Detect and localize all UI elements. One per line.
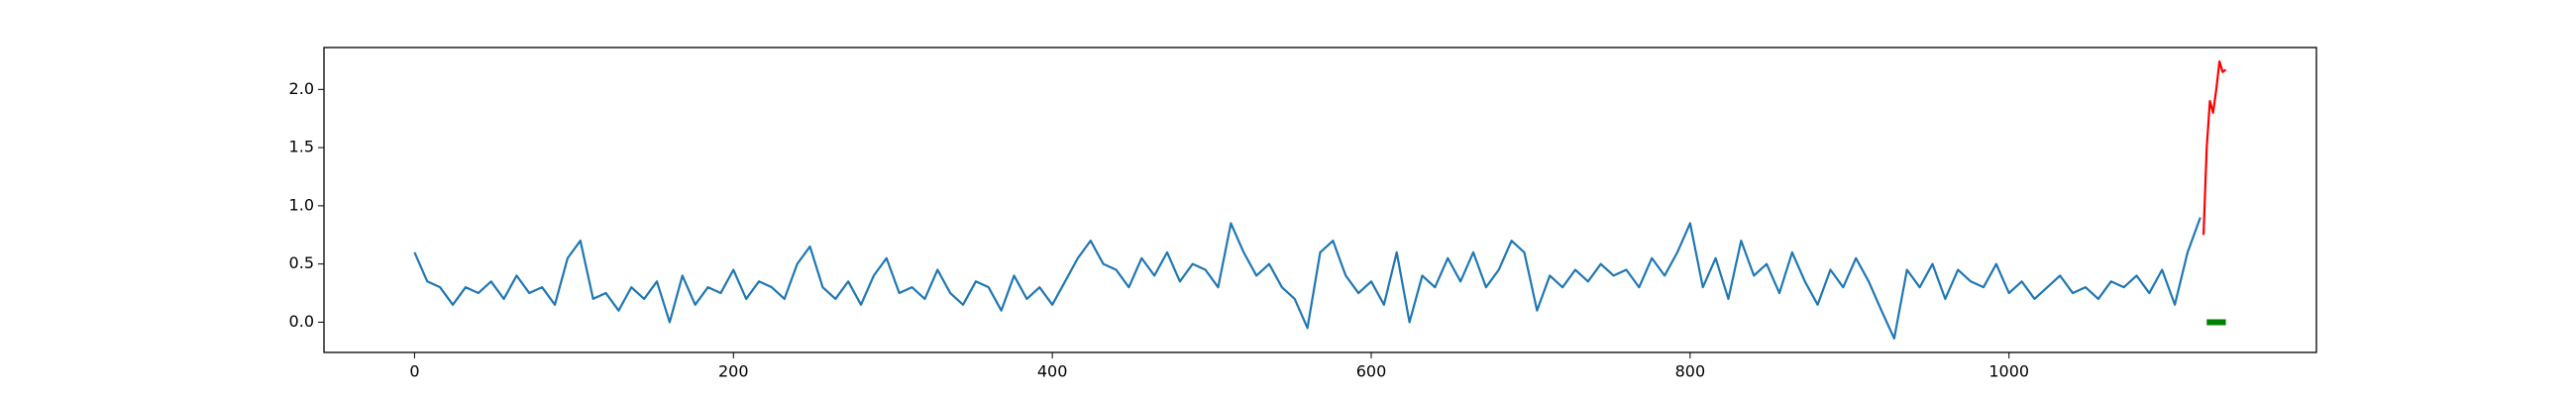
x-tick-label: 800 (1675, 362, 1706, 381)
y-tick-label: 1.0 (289, 195, 314, 214)
x-tick-label: 0 (409, 362, 419, 381)
plot-frame (323, 47, 2317, 353)
x-tick-label: 600 (1356, 362, 1387, 381)
x-tick-label: 200 (718, 362, 749, 381)
y-tick-label: 2.0 (289, 79, 314, 98)
x-tick-label: 400 (1037, 362, 1068, 381)
series-line (413, 217, 2201, 340)
x-tick-label: 1000 (1988, 362, 2029, 381)
y-tick-label: 1.5 (289, 138, 314, 156)
y-tick-label: 0.0 (289, 312, 314, 331)
y-tick-label: 0.5 (289, 253, 314, 272)
series-line (2201, 60, 2227, 236)
